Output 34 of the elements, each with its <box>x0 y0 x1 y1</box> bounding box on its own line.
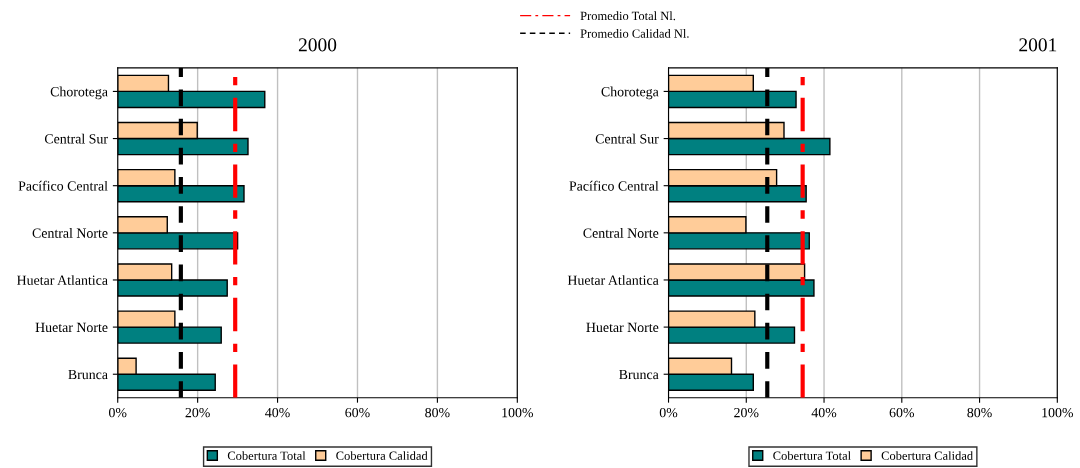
legend-label: Promedio Calidad Nl. <box>580 28 689 38</box>
y-tick-label: Central Sur <box>595 133 659 144</box>
x-tick-label: 100% <box>502 407 534 418</box>
y-tick-label: Brunca <box>68 369 108 380</box>
x-tick-label: 20% <box>734 407 759 418</box>
legend-label: Cobertura Calidad <box>881 451 973 460</box>
x-tick-label: 80% <box>967 407 992 418</box>
x-tick-label: 20% <box>185 407 210 418</box>
legend-label: Cobertura Total <box>227 451 306 460</box>
legend-label: Cobertura Total <box>773 451 851 460</box>
x-tick-label: 100% <box>1042 407 1074 418</box>
y-tick-label: Central Norte <box>583 228 659 238</box>
x-tick-label: 40% <box>265 407 290 418</box>
y-tick-label: Huetar Norte <box>586 322 659 333</box>
y-tick-label: Brunca <box>619 369 659 380</box>
y-tick-label: Central Sur <box>44 133 108 144</box>
legend-label: Cobertura Calidad <box>336 451 428 460</box>
y-tick-label: Huetar Atlantica <box>567 275 659 285</box>
legend-label: Promedio Total Nl. <box>580 11 676 21</box>
y-tick-label: Huetar Atlantica <box>17 275 108 285</box>
x-tick-label: 0% <box>659 407 678 418</box>
x-tick-label: 60% <box>889 407 915 418</box>
y-tick-label: Pacífico Central <box>569 180 659 191</box>
y-tick-label: Pacífico Central <box>18 180 108 191</box>
x-tick-label: 60% <box>345 407 370 418</box>
y-tick-label: Central Norte <box>32 228 108 238</box>
x-tick-label: 80% <box>425 407 450 418</box>
chart-title: 2000 <box>298 38 337 52</box>
y-tick-label: Chorotega <box>601 86 659 100</box>
chart-title: 2001 <box>1019 38 1057 52</box>
y-tick-label: Huetar Norte <box>35 322 108 333</box>
y-tick-label: Chorotega <box>50 86 108 100</box>
x-tick-label: 40% <box>811 407 837 418</box>
x-tick-label: 0% <box>108 407 127 418</box>
